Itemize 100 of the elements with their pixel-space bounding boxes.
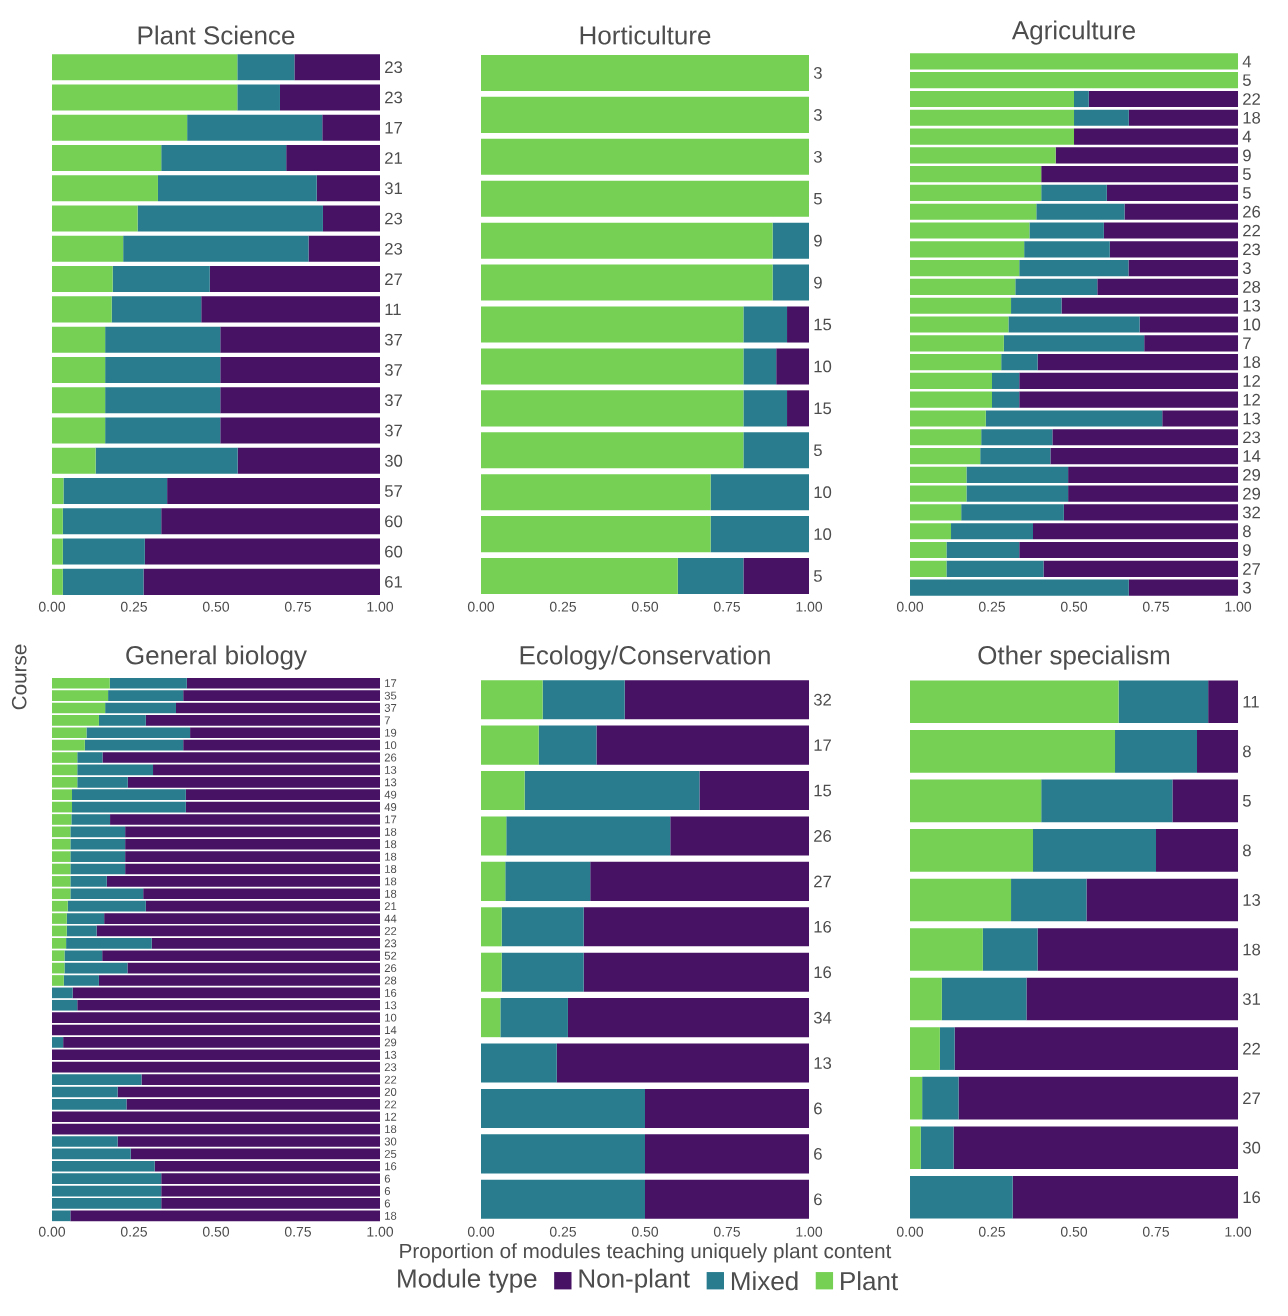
x-tick-label: 0.75 <box>1142 601 1170 612</box>
bar <box>52 1123 380 1135</box>
text: 26 <box>1243 205 1261 218</box>
legend-label: Plant <box>841 1271 898 1291</box>
legend-label: Non-plant <box>579 1268 690 1293</box>
bar <box>145 900 380 912</box>
bar <box>1019 391 1239 408</box>
text: 22 <box>384 1100 397 1109</box>
bar <box>953 1126 1239 1170</box>
text: 26 <box>384 753 397 762</box>
text: 27 <box>1243 563 1260 575</box>
bar <box>1037 354 1239 371</box>
text: 21 <box>384 902 397 911</box>
text: 10 <box>1243 318 1261 331</box>
bar <box>1172 779 1239 823</box>
bar <box>52 752 78 763</box>
text: 18 <box>385 1211 397 1220</box>
bar <box>481 725 539 765</box>
text: 37 <box>384 364 402 376</box>
bar <box>772 222 810 259</box>
bar <box>910 1027 940 1070</box>
text: 10 <box>814 528 832 541</box>
bar <box>481 771 525 811</box>
text: 18 <box>1243 111 1261 124</box>
bar <box>52 175 158 202</box>
bar <box>910 260 1020 277</box>
text: 5 <box>1242 74 1251 87</box>
bar <box>481 390 744 427</box>
x-tick-label: 0.50 <box>202 1226 230 1237</box>
bar <box>52 84 238 111</box>
x-tick-label: 0.25 <box>549 601 577 612</box>
bar <box>52 863 71 875</box>
x-tick-label: 0.50 <box>631 1226 659 1237</box>
text: 37 <box>384 704 397 712</box>
bar <box>1015 278 1098 295</box>
text: 4 <box>1242 55 1252 68</box>
text: 37 <box>384 333 402 346</box>
bar <box>922 1076 959 1120</box>
text: 18 <box>385 889 397 898</box>
text: 13 <box>385 1001 397 1010</box>
text: 17 <box>385 679 397 688</box>
bar <box>772 264 810 301</box>
bar <box>481 222 773 259</box>
bar <box>52 801 73 813</box>
bar <box>1128 260 1239 277</box>
bar <box>710 474 810 511</box>
bar <box>506 816 671 856</box>
bar <box>185 801 380 813</box>
text: 29 <box>384 1038 397 1047</box>
text: 31 <box>384 182 402 195</box>
text: 13 <box>1243 412 1261 425</box>
bar <box>505 861 591 901</box>
text: 5 <box>813 444 822 457</box>
bar <box>1097 278 1239 295</box>
bar <box>1156 829 1239 872</box>
bar <box>910 560 947 577</box>
bar <box>72 801 186 813</box>
chart-title: Horticulture <box>580 25 711 45</box>
bar <box>1019 260 1129 277</box>
bar <box>481 54 810 91</box>
text: 3 <box>813 150 822 163</box>
legend-title: Module type <box>398 1268 537 1293</box>
text: 9 <box>814 276 822 289</box>
bar <box>951 523 1034 540</box>
bar <box>52 739 85 751</box>
text: 13 <box>814 1057 832 1069</box>
bar <box>1036 203 1125 220</box>
text: 31 <box>1242 993 1260 1005</box>
bar <box>939 1027 955 1070</box>
bar <box>1124 203 1239 220</box>
text: 5 <box>813 192 822 205</box>
bar <box>910 316 1009 333</box>
bar <box>1074 128 1239 145</box>
bar <box>910 541 947 559</box>
text: 20 <box>384 1087 397 1096</box>
bar <box>1118 680 1209 724</box>
bar <box>910 128 1075 145</box>
bar <box>1128 579 1239 596</box>
bar <box>910 410 986 427</box>
bar <box>910 779 1042 823</box>
text: 12 <box>385 1112 397 1121</box>
x-tick-label: 0.00 <box>38 1226 66 1237</box>
chart-title: Plant Science <box>138 25 295 45</box>
bar <box>538 725 597 765</box>
bar <box>1068 466 1239 483</box>
x-tick-label: 0.50 <box>202 601 230 612</box>
text: 27 <box>814 875 831 888</box>
text: 13 <box>385 765 397 774</box>
bar <box>954 1027 1239 1070</box>
bar <box>910 429 982 446</box>
bar <box>52 296 112 323</box>
bar <box>699 771 810 811</box>
text: 16 <box>385 988 397 997</box>
bar <box>52 764 78 776</box>
text: 44 <box>384 914 397 923</box>
bar <box>910 466 967 483</box>
text: 5 <box>1242 187 1251 199</box>
text: 23 <box>384 1063 397 1072</box>
text: 8 <box>1243 525 1251 538</box>
text: 18 <box>385 840 397 849</box>
